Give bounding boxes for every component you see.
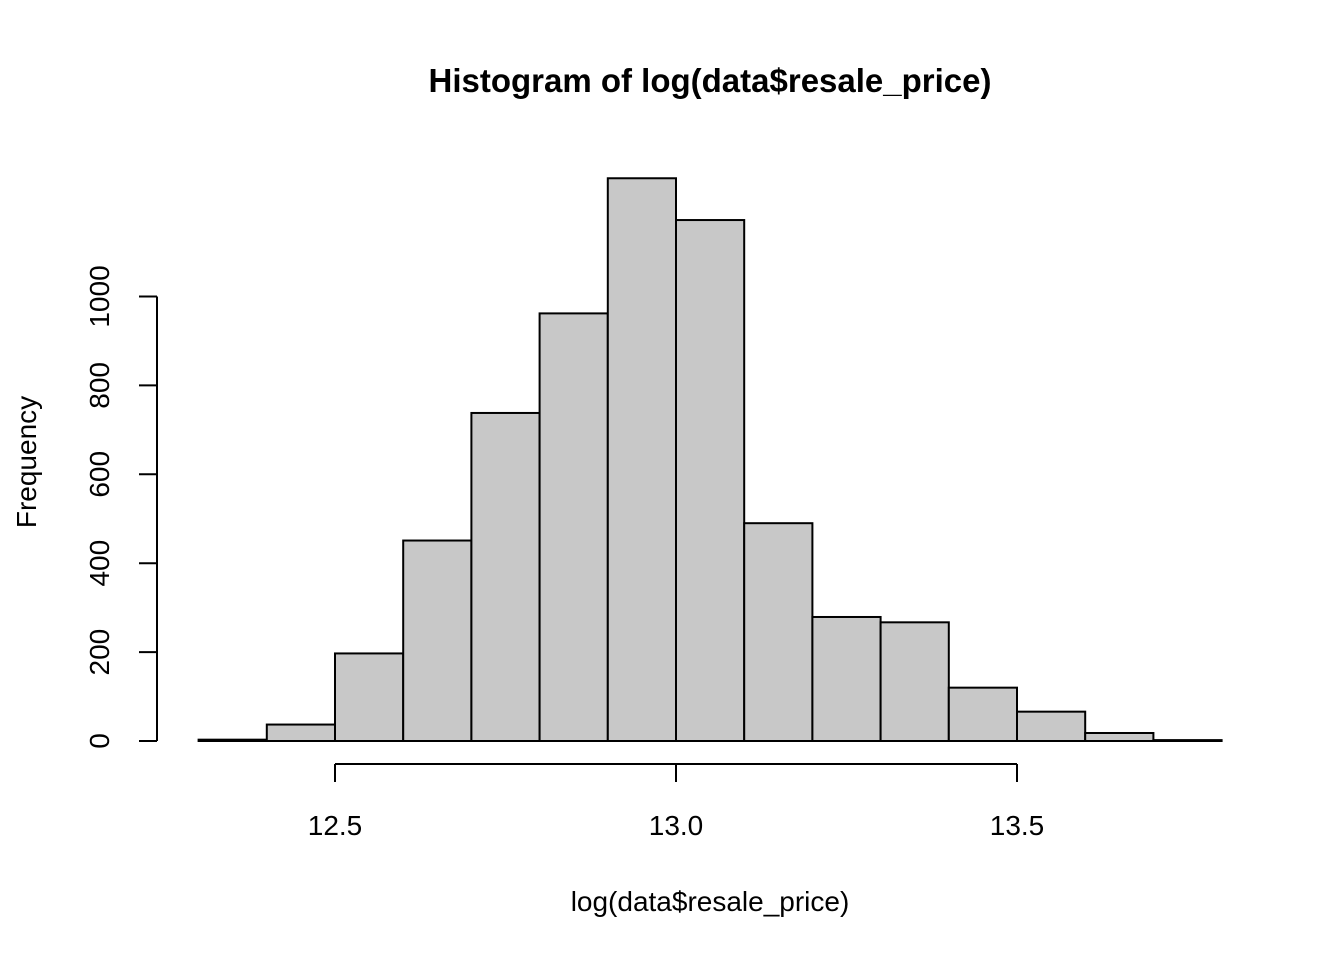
- y-tick-label: 0: [84, 733, 115, 749]
- histogram-bar-11: [947, 686, 1018, 742]
- y-tick-label: 200: [84, 629, 115, 676]
- histogram-bar-14: [1152, 739, 1223, 743]
- histogram-bar-7: [675, 219, 746, 742]
- y-tick-label: 800: [84, 362, 115, 409]
- x-axis-label: log(data$resale_price): [571, 886, 850, 917]
- histogram-bars: [197, 177, 1223, 743]
- y-tick-label: 1000: [84, 265, 115, 327]
- histogram-bar-4: [470, 411, 541, 742]
- y-axis: 0 200 400 600 800 1000: [84, 265, 158, 749]
- histogram-bar-0: [197, 738, 268, 743]
- histogram-bar-2: [334, 652, 405, 742]
- histogram-bar-9: [811, 615, 882, 742]
- histogram-bar-12: [1016, 710, 1087, 743]
- histogram-bar-3: [402, 539, 473, 743]
- x-tick-label: 13.5: [990, 810, 1045, 841]
- x-axis: 12.5 13.0 13.5: [308, 763, 1045, 841]
- histogram-bar-6: [606, 177, 677, 742]
- histogram-bar-13: [1084, 731, 1155, 743]
- x-tick-label: 12.5: [308, 810, 363, 841]
- x-tick-label: 13.0: [649, 810, 704, 841]
- histogram-bar-1: [265, 723, 336, 743]
- histogram-bar-5: [538, 312, 609, 742]
- histogram-bar-10: [879, 621, 950, 742]
- chart-title: Histogram of log(data$resale_price): [429, 62, 992, 99]
- y-tick-label: 600: [84, 451, 115, 498]
- y-tick-label: 400: [84, 540, 115, 587]
- y-axis-label: Frequency: [11, 396, 42, 528]
- histogram-bar-8: [743, 522, 814, 742]
